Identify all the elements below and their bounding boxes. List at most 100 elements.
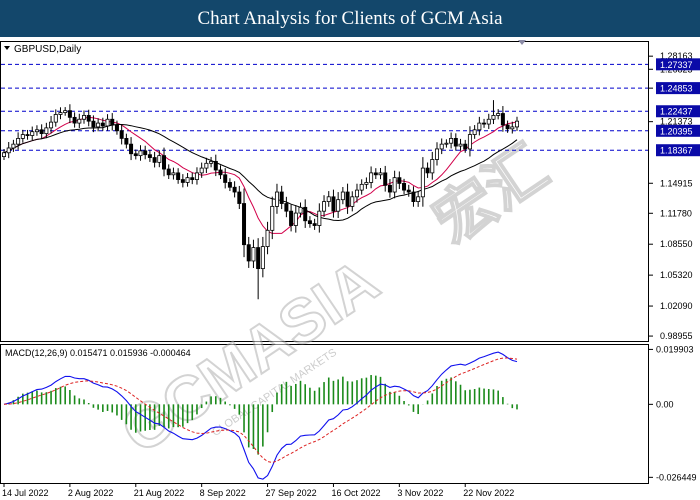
candle-body	[204, 162, 209, 169]
candle-body	[133, 153, 138, 157]
candle-body	[411, 191, 416, 203]
candle-body	[119, 130, 124, 139]
candle-body	[63, 110, 68, 113]
candle-body	[298, 206, 303, 214]
candle-body	[312, 223, 317, 226]
candle-body	[350, 196, 355, 207]
candle-body	[453, 138, 458, 147]
candle-body	[91, 120, 96, 128]
symbol-dropdown-icon[interactable]	[4, 46, 10, 50]
candle-body	[383, 172, 388, 186]
candle-body	[402, 183, 407, 191]
candle-body	[237, 191, 242, 204]
level-price-tag	[656, 124, 700, 137]
candle-body	[515, 120, 520, 128]
macd-panel-frame	[0, 344, 649, 484]
candle-body	[477, 122, 482, 131]
candle-body	[463, 143, 468, 150]
candle-body	[242, 203, 247, 246]
date-tick-label: 3 Nov 2022	[397, 488, 443, 498]
candle-body	[444, 142, 449, 145]
level-price-tag	[656, 82, 700, 95]
level-price-label: 1.24853	[660, 84, 693, 94]
candle-body	[77, 118, 82, 124]
candle-body	[227, 182, 232, 188]
price-panel-frame	[0, 41, 649, 342]
candle-body	[270, 205, 275, 231]
date-tick-label: 27 Sep 2022	[266, 488, 317, 498]
date-tick-label: 21 Aug 2022	[134, 488, 185, 498]
candle-body	[373, 172, 378, 176]
candle-body	[171, 172, 176, 176]
candle-body	[166, 168, 171, 176]
price-tick-label: 1.28163	[660, 51, 693, 61]
candle-body	[416, 196, 421, 203]
candle-body	[491, 115, 496, 120]
candle-body	[143, 150, 148, 156]
candle-body	[369, 172, 374, 183]
candle-body	[20, 134, 25, 139]
candle-body	[190, 177, 195, 180]
date-tick-label: 2 Aug 2022	[68, 488, 114, 498]
candle-body	[110, 118, 115, 126]
candle-body	[246, 244, 251, 262]
candle-body	[265, 229, 270, 247]
candle-body	[430, 159, 435, 174]
candle-body	[194, 172, 199, 180]
candle-body	[260, 246, 265, 270]
price-tick-label: 1.11780	[660, 208, 692, 218]
candle-body	[449, 138, 454, 144]
price-tick-label: 1.02090	[660, 301, 693, 311]
macd-line	[3, 351, 518, 480]
candle-body	[209, 160, 214, 164]
macd-label: MACD(12,26,9) 0.015471 0.015936 -0.00046…	[5, 348, 191, 358]
price-tick-label: 1.14915	[660, 178, 693, 188]
candle-body	[105, 118, 110, 127]
candle-body	[147, 154, 152, 158]
candle-body	[2, 152, 7, 158]
candle-body	[11, 143, 16, 149]
candle-body	[162, 155, 167, 170]
candle-body	[467, 134, 472, 150]
candle-body	[218, 169, 223, 176]
candle-body	[439, 143, 444, 150]
candle-body	[505, 124, 510, 130]
candle-body	[303, 206, 308, 222]
candle-body	[378, 172, 383, 176]
candle-body	[322, 201, 327, 212]
candle-body	[317, 210, 322, 226]
candle-body	[425, 167, 430, 174]
candle-body	[500, 113, 505, 126]
candle-body	[86, 115, 91, 122]
candle-body	[251, 247, 256, 262]
macd-tick-label: 0.00	[656, 399, 674, 409]
ma-slow-line	[3, 124, 518, 222]
level-price-label: 1.22437	[660, 107, 693, 117]
macd-tick-label: -0.026449	[656, 472, 697, 482]
candle-body	[307, 220, 312, 225]
level-price-label: 1.18367	[660, 146, 693, 156]
candle-body	[34, 129, 39, 133]
candle-body	[16, 138, 21, 145]
chart-area[interactable]: GCMASIA 宏汇 GLOBAL CAPITAL MARKETS 1.2816…	[0, 37, 700, 500]
candle-body	[185, 177, 190, 183]
shift-marker-icon[interactable]	[518, 40, 526, 45]
candle-body	[213, 160, 218, 171]
candle-body	[6, 147, 11, 154]
macd-tick-label: 0.019903	[656, 344, 694, 354]
candle-body	[157, 155, 162, 163]
level-price-label: 1.20395	[660, 126, 693, 136]
candle-body	[25, 134, 30, 136]
price-tick-label: 1.05320	[660, 270, 693, 280]
candle-body	[434, 148, 439, 160]
candle-body	[232, 186, 237, 193]
candle-body	[472, 129, 477, 135]
candle-body	[256, 247, 261, 270]
candle-body	[486, 118, 491, 125]
macd-signal-line	[3, 357, 518, 464]
candle-body	[510, 126, 515, 130]
chart-banner-title: Chart Analysis for Clients of GCM Asia	[0, 0, 700, 37]
candle-body	[82, 115, 87, 120]
candle-body	[420, 167, 425, 198]
candle-body	[336, 199, 341, 212]
